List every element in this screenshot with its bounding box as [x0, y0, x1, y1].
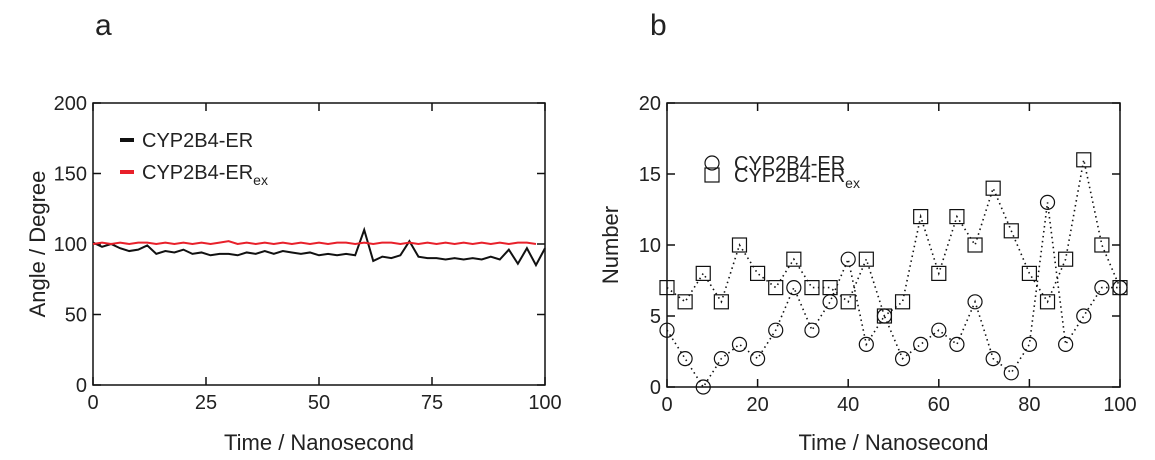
y-tick-label: 100 — [54, 234, 87, 256]
panel-label: b — [650, 9, 667, 42]
panel: b 0 20 40 60 80 100 0 5 10 15 20 Time / Nanosecond Nu… — [598, 9, 1137, 455]
y-axis-title: Number — [598, 206, 623, 284]
data-point — [1094, 237, 1110, 253]
data-point — [840, 294, 856, 310]
y-tick-label: 10 — [639, 235, 661, 257]
data-point — [894, 351, 911, 367]
data-point — [949, 209, 965, 225]
legend-label: CYP2B4-ERex — [734, 165, 860, 191]
data-point — [659, 280, 675, 296]
data-point — [768, 280, 784, 296]
data-point — [695, 379, 711, 395]
series-line — [666, 159, 1121, 318]
x-tick-label: 100 — [1103, 394, 1136, 416]
x-tick-label: 40 — [837, 394, 859, 416]
legend-name: CYP2B4-ER — [734, 165, 845, 187]
y-tick-label: 50 — [65, 305, 87, 327]
y-tick-label: 0 — [76, 375, 87, 397]
series-line — [666, 202, 1120, 389]
data-point — [786, 280, 802, 296]
x-axis-title: Time / Nanosecond — [799, 430, 989, 455]
data-point — [731, 237, 748, 253]
x-tick-label: 0 — [661, 394, 672, 416]
y-tick-label: 200 — [54, 93, 87, 115]
data-point — [931, 322, 947, 338]
data-point — [695, 265, 711, 281]
series-line — [92, 226, 546, 268]
data-point — [1021, 336, 1038, 352]
legend-marker — [704, 167, 720, 183]
x-tick-label: 25 — [195, 392, 217, 414]
data-point — [913, 209, 929, 225]
legend-name: CYP2B4-ER — [142, 130, 253, 152]
y-tick-label: 150 — [54, 164, 87, 186]
legend-subscript: ex — [253, 172, 268, 188]
legend-label: CYP2B4-ER — [142, 130, 253, 152]
y-tick-label: 5 — [650, 306, 661, 328]
y-tick-label: 20 — [639, 93, 661, 115]
data-point — [713, 294, 729, 310]
legend-name: CYP2B4-ER — [734, 153, 845, 175]
data-point — [1039, 294, 1056, 310]
x-axis-title: Time / Nanosecond — [224, 430, 414, 455]
x-tick-label: 0 — [87, 392, 98, 414]
data-point — [1021, 265, 1038, 281]
data-point — [1003, 223, 1019, 239]
x-tick-label: 50 — [308, 392, 330, 414]
data-point — [677, 351, 693, 367]
data-point — [1058, 251, 1074, 267]
data-point — [840, 251, 856, 267]
data-point — [967, 294, 983, 310]
data-point — [858, 251, 874, 267]
panel-label: a — [95, 9, 112, 42]
x-tick-label: 75 — [421, 392, 443, 414]
legend-label: CYP2B4-ER — [734, 153, 845, 175]
data-point — [768, 322, 784, 338]
data-point — [985, 351, 1001, 367]
data-point — [876, 308, 893, 324]
data-point — [931, 265, 947, 281]
data-point — [1076, 152, 1092, 168]
data-point — [985, 180, 1001, 196]
panel: a 0 25 50 75 100 0 50 100 150 200 Time / Nanosecond… — [25, 9, 562, 455]
data-point — [894, 294, 911, 310]
data-point — [1112, 280, 1128, 296]
data-point — [659, 322, 675, 338]
x-tick-label: 60 — [928, 394, 950, 416]
y-tick-label: 15 — [639, 164, 661, 186]
data-point — [749, 265, 766, 281]
legend-label: CYP2B4-ERex — [142, 162, 268, 188]
data-point — [804, 322, 820, 338]
data-point — [822, 280, 838, 296]
data-point — [713, 351, 729, 367]
data-point — [804, 280, 820, 296]
legend-name: CYP2B4-ER — [142, 162, 253, 184]
legend-marker — [704, 155, 720, 171]
y-axis-title: Angle / Degree — [25, 171, 50, 318]
x-tick-label: 100 — [528, 392, 561, 414]
data-point — [949, 336, 965, 352]
data-point — [1094, 280, 1110, 296]
data-point — [731, 336, 748, 352]
series-line — [92, 240, 537, 246]
data-point — [1039, 194, 1056, 210]
data-point — [822, 294, 838, 310]
data-point — [786, 251, 802, 267]
data-point — [1058, 336, 1074, 352]
data-point — [1076, 308, 1092, 324]
data-point — [677, 294, 693, 310]
data-point — [749, 351, 766, 367]
legend-subscript: ex — [845, 175, 860, 191]
y-tick-label: 0 — [650, 377, 661, 399]
data-point — [913, 336, 929, 352]
plot-frame — [666, 102, 1121, 388]
data-point — [858, 336, 874, 352]
x-tick-label: 80 — [1018, 394, 1040, 416]
data-point — [967, 237, 983, 253]
data-point — [1003, 365, 1019, 381]
x-tick-label: 20 — [746, 394, 768, 416]
